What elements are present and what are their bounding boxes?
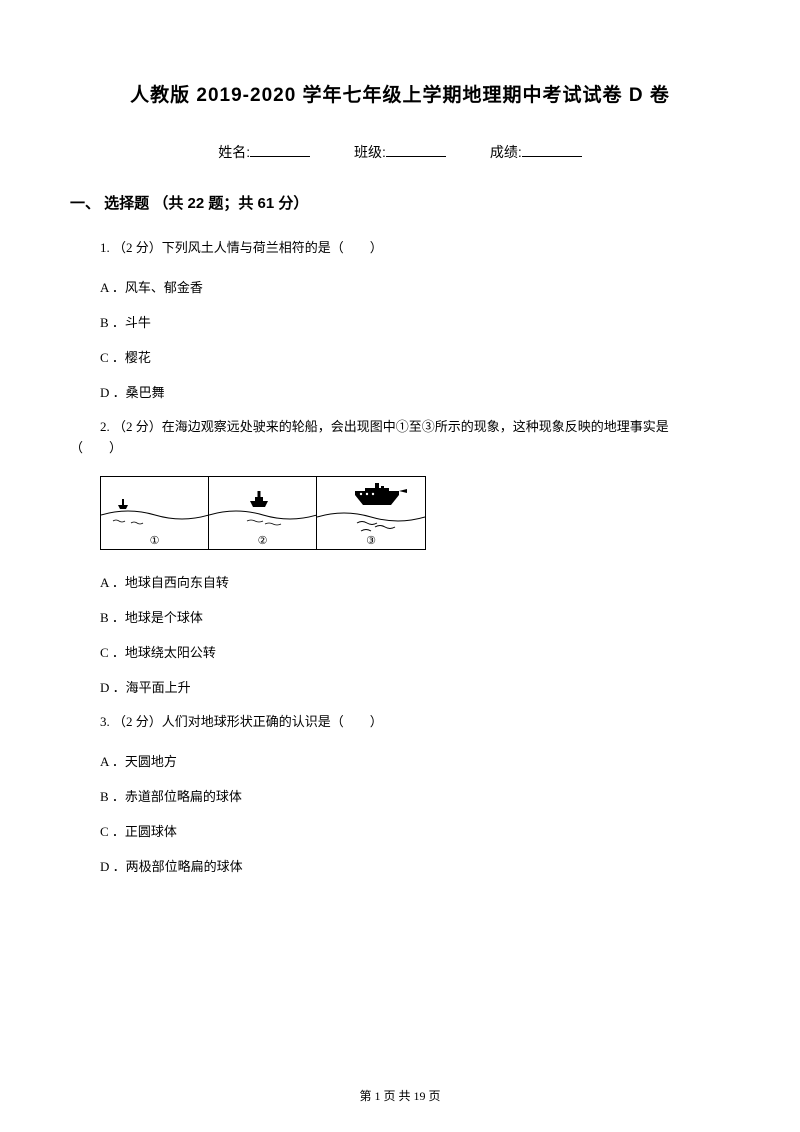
q2-option-b: B ．地球是个球体	[70, 607, 730, 626]
name-label: 姓名:	[218, 144, 250, 160]
section-header: 一、 选择题 （共 22 题；共 61 分）	[70, 192, 730, 213]
q2-stem-line2: （ ）	[70, 438, 730, 459]
student-info-row: 姓名: 班级: 成绩:	[70, 142, 730, 162]
q2-option-d: D ．海平面上升	[70, 677, 730, 696]
q2-stem: 2. （2 分）在海边观察远处驶来的轮船，会出现图中①至③所示的现象，这种现象反…	[70, 417, 730, 459]
q2-option-a: A ．地球自西向东自转	[70, 572, 730, 591]
q1-option-d: D ．桑巴舞	[70, 382, 730, 401]
q2-panel-3: ③	[317, 477, 425, 549]
page-footer: 第 1 页 共 19 页	[0, 1087, 800, 1104]
class-label: 班级:	[354, 144, 386, 160]
page-title: 人教版 2019-2020 学年七年级上学期地理期中考试试卷 D 卷	[70, 80, 730, 107]
q2-panel-1: ①	[101, 477, 209, 549]
score-label: 成绩:	[490, 144, 522, 160]
q1-option-b: B ．斗牛	[70, 312, 730, 331]
q1-option-a: A ．风车、郁金香	[70, 277, 730, 296]
q3-option-d: D ．两极部位略扁的球体	[70, 856, 730, 875]
q2-panel-1-label: ①	[150, 534, 160, 547]
class-blank	[386, 156, 446, 157]
q3-option-b: B ．赤道部位略扁的球体	[70, 786, 730, 805]
q1-option-c: C ．樱花	[70, 347, 730, 366]
q2-option-c: C ．地球绕太阳公转	[70, 642, 730, 661]
q2-panel-2-label: ②	[258, 534, 268, 547]
q1-stem: 1. （2 分）下列风土人情与荷兰相符的是（ ）	[70, 238, 730, 259]
q2-panel-2: ②	[209, 477, 317, 549]
q2-panel-3-label: ③	[366, 534, 376, 547]
q3-stem: 3. （2 分）人们对地球形状正确的认识是（ ）	[70, 712, 730, 733]
q3-option-c: C ．正圆球体	[70, 821, 730, 840]
q2-stem-line1: 2. （2 分）在海边观察远处驶来的轮船，会出现图中①至③所示的现象，这种现象反…	[70, 417, 730, 438]
q2-figure-box: ① ②	[100, 476, 426, 550]
q2-figure: ① ②	[100, 476, 730, 554]
name-blank	[250, 156, 310, 157]
q3-option-a: A ．天圆地方	[70, 751, 730, 770]
score-blank	[522, 156, 582, 157]
